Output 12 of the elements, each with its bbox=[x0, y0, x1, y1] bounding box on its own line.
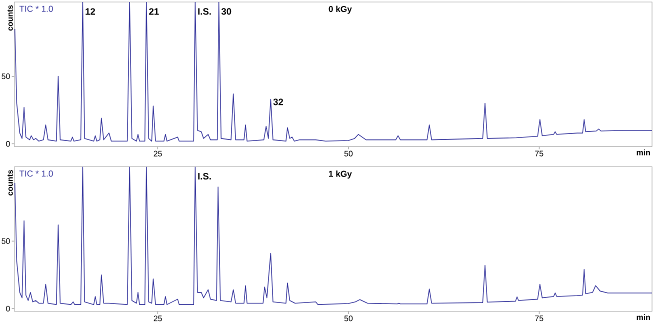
annotation: 32 bbox=[273, 98, 284, 106]
chart-title: 0 kGy bbox=[328, 6, 352, 14]
annotation: I.S. bbox=[198, 172, 211, 180]
annotation: TIC * 1.0 bbox=[19, 170, 53, 177]
line-series bbox=[14, 166, 652, 305]
annotation: 12 bbox=[86, 8, 96, 15]
annotation: TIC * 1.0 bbox=[19, 6, 53, 12]
annotation: 21 bbox=[149, 8, 159, 15]
annotation: 30 bbox=[221, 8, 232, 15]
line-series bbox=[14, 2, 652, 142]
chart-title: 1 kGy bbox=[328, 170, 352, 178]
annotation: I.S. bbox=[198, 8, 211, 15]
